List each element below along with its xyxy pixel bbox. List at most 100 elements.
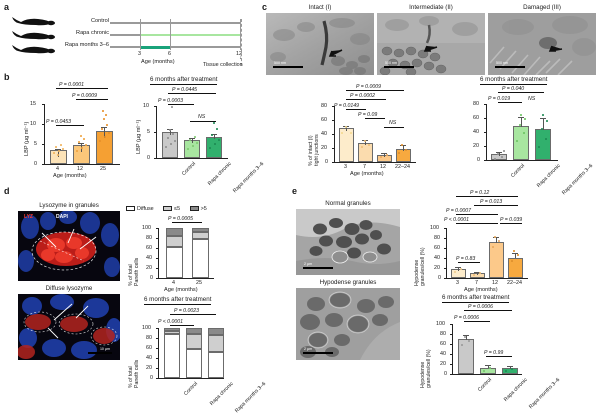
chart-c1-pvalue-4: P = 0.09 xyxy=(358,112,378,118)
chart-d2: 6 months after treatment % of total Panet… xyxy=(126,296,267,414)
timeline-tick-label-12: 12 xyxy=(236,51,242,57)
chart-d2-bar-rapa-chronic-gt5 xyxy=(186,328,202,334)
chart-c1-xtick-22-24: 22–24 xyxy=(395,164,410,170)
tissue-collection-label: Tissue collection xyxy=(203,62,243,68)
chart-d1: % of total Paneth cells 100 80 60 40 20 0… xyxy=(126,208,254,294)
micrograph-normal-granules: 2 µm xyxy=(296,209,400,275)
panel-d-label: d xyxy=(4,186,10,196)
chart-e1-pvalue-2: P = 0.013 xyxy=(480,199,503,205)
chart-e2-ytick-20: 20 xyxy=(440,361,446,367)
chart-e1-ytick-80: 80 xyxy=(434,235,440,241)
chart-b2-yaxis xyxy=(156,106,157,158)
chart-e1-ytick-60: 60 xyxy=(434,245,440,251)
timeline-group-label-rapa-chronic: Rapa chronic xyxy=(76,30,109,36)
chart-c2-ytick-60: 60 xyxy=(473,115,479,121)
chart-c2-ytick-80: 80 xyxy=(473,101,479,107)
panel-d: d Lysozyme in granules xyxy=(4,186,267,414)
timeline-axis-label: Age (months) xyxy=(141,59,175,65)
chart-c1: % of intact (I) tight junctions 80 60 40 … xyxy=(306,82,436,182)
micrograph-hypodense-granules: 2 µm xyxy=(296,288,400,360)
chart-b1: LBP (µg ml⁻¹) 15 10 5 0 xyxy=(18,82,128,180)
tissue-collection-line xyxy=(241,19,242,66)
chart-e1-xtick-7: 7 xyxy=(475,280,478,286)
chart-d1-ylabel: % of total Paneth cells xyxy=(128,257,140,286)
chart-d1-xaxis xyxy=(158,278,214,279)
legend-label-gt5: >5 xyxy=(200,205,207,212)
chart-b1-yaxis xyxy=(44,104,45,164)
chart-e2: 6 months after treatment Hypodense granul… xyxy=(416,294,600,410)
micrograph-d2-scalebar xyxy=(88,352,112,354)
channel-label-lyz: LYZ xyxy=(24,214,33,220)
chart-d2-bar-control-gt5 xyxy=(164,328,180,331)
chart-b1-xtick-12: 12 xyxy=(77,166,83,172)
chart-d2-bar-rapa-3-6-diffuse xyxy=(208,352,224,378)
timeline-bar-rapa-chronic-treatment xyxy=(140,34,240,37)
chart-e2-sigline-1 xyxy=(464,310,512,311)
chart-c1-ytick-60: 60 xyxy=(321,117,327,123)
chart-e1-pvalue-6: P = 0.83 xyxy=(456,256,476,262)
timeline-bar-rapa-3-6-base xyxy=(110,46,240,48)
chart-d2-ytick-80: 80 xyxy=(146,335,152,341)
panel-b: b LBP (µg ml⁻¹) 15 10 5 0 xyxy=(4,72,265,194)
chart-d2-ytick-60: 60 xyxy=(146,345,152,351)
micrograph-c2-title: Intermediate (II) xyxy=(409,4,453,11)
chart-c2-xtick-rapa-chronic: Rapa chronic xyxy=(535,163,562,189)
chart-b2-ns-label: NS xyxy=(198,114,206,120)
micrograph-c1-scaletext: 500 nm xyxy=(274,61,286,65)
chart-b1-pvalue-2: P = 0.0009 xyxy=(72,93,98,99)
chart-c1-sigline-5 xyxy=(384,127,404,128)
chart-c2-sigline-2 xyxy=(498,102,522,103)
mouse-icon xyxy=(12,31,55,40)
chart-e2-pvalue-2: P = 0.0006 xyxy=(454,315,480,321)
chart-d2-bar-rapa-3-6-gt5 xyxy=(208,328,224,335)
micrograph-e1-title: Normal granules xyxy=(325,200,371,207)
chart-d1-bar-4-gt5 xyxy=(166,228,183,236)
chart-e2-xtick-rapa-3-6: Rapa months 3–6 xyxy=(527,377,562,411)
chart-c1-bar-22-24 xyxy=(396,148,411,162)
chart-c1-ytick-80: 80 xyxy=(321,103,327,109)
chart-e1-yaxis xyxy=(446,228,447,278)
micrograph-c2-scaletext: 500 nm xyxy=(385,61,397,65)
chart-b2-sigline-3 xyxy=(190,121,216,122)
chart-e2-bar-control xyxy=(458,339,474,374)
chart-e1-ytick-40: 40 xyxy=(434,255,440,261)
mouse-icon xyxy=(12,45,55,54)
chart-b1-sigline-3 xyxy=(56,125,84,126)
mouse-icon xyxy=(12,17,55,26)
chart-e2-ylabel: Hypodense granules/cell (%) xyxy=(420,349,432,388)
chart-c2-bar-rapa-3-6 xyxy=(535,129,551,160)
chart-e1-xaxis xyxy=(446,278,528,279)
chart-d2-ytick-40: 40 xyxy=(146,355,152,361)
chart-d2-yaxis xyxy=(158,328,159,378)
chart-c1-xtick-3: 3 xyxy=(344,164,347,170)
micrograph-c1-scalebar xyxy=(273,66,303,68)
chart-d2-sigline-1 xyxy=(170,314,216,315)
chart-e1-pvalue-3: P = 0.0007 xyxy=(446,208,472,214)
chart-d2-xtick-rapa-chronic: Rapa chronic xyxy=(208,381,235,407)
chart-e1-sigline-1 xyxy=(456,196,518,197)
chart-d1-ytick-100: 100 xyxy=(142,225,151,231)
chart-e2-sigline-3 xyxy=(486,356,512,357)
legend-swatch-diffuse xyxy=(126,206,135,212)
chart-c1-ns-label: NS xyxy=(389,120,397,126)
micrograph-lysozyme-granules: LYZ DAPI xyxy=(18,211,120,281)
chart-d2-ytick-100: 100 xyxy=(142,325,151,331)
chart-d1-bar-4-diffuse xyxy=(166,247,183,278)
chart-e1-sigline-3 xyxy=(456,214,498,215)
chart-b1-pvalue-1: P = 0.0001 xyxy=(59,82,85,88)
timeline-group-label-rapa-3-6: Rapa months 3–6 xyxy=(64,42,109,48)
micrograph-e2-scalebar xyxy=(303,352,333,354)
chart-d2-xaxis xyxy=(158,378,224,379)
micrograph-intermediate: 500 nm xyxy=(377,13,485,75)
chart-e1-xlabel: Age (months) xyxy=(464,287,498,293)
panel-c: c Intact (I) 500 nm Int xyxy=(262,2,598,196)
timeline-bar-control xyxy=(110,22,240,24)
chart-e2-pvalue-1: P = 0.0006 xyxy=(468,304,494,310)
micrograph-c3-title: Damaged (III) xyxy=(523,4,561,11)
chart-d2-title: 6 months after treatment xyxy=(144,296,212,305)
chart-c1-pvalue-1: P = 0.0009 xyxy=(356,84,382,90)
chart-c1-xtick-12: 12 xyxy=(380,164,386,170)
chart-d1-xtick-25: 25 xyxy=(196,280,202,286)
chart-c1-ylabel: % of intact (I) tight junctions xyxy=(308,134,320,166)
chart-d2-xtick-control: Control xyxy=(182,381,199,398)
